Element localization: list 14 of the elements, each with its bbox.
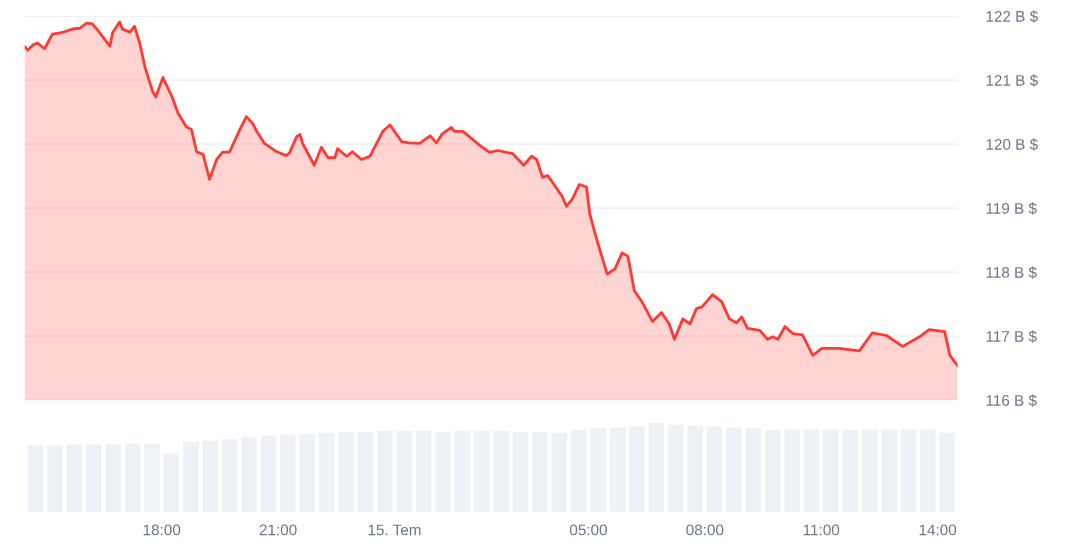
x-tick-label: 18:00 — [143, 524, 181, 536]
y-tick-label: 119 B $ — [986, 202, 1037, 215]
y-tick-label: 117 B $ — [986, 330, 1037, 343]
y-tick-label: 118 B $ — [986, 266, 1037, 279]
y-tick-label: 121 B $ — [986, 74, 1038, 87]
x-tick-label: 21:00 — [259, 524, 297, 536]
y-tick-label: 122 B $ — [986, 10, 1038, 23]
y-tick-label: 120 B $ — [986, 138, 1038, 151]
x-tick-label: 15. Tem — [368, 524, 421, 536]
x-tick-label: 11:00 — [803, 524, 840, 536]
x-tick-label: 14:00 — [919, 524, 957, 536]
y-tick-label: 116 B $ — [986, 394, 1037, 407]
x-tick-label: 05:00 — [569, 524, 607, 536]
x-tick-label: 08:00 — [686, 524, 724, 536]
